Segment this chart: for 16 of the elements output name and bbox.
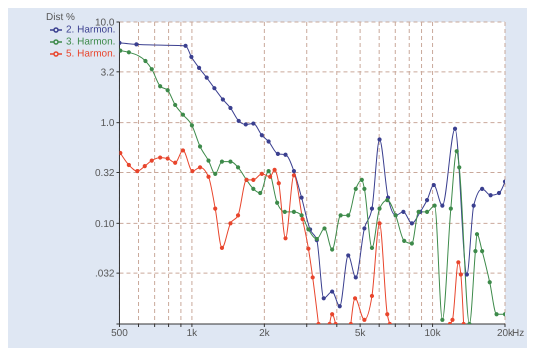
y-tick-label: 0.10 bbox=[95, 218, 115, 230]
y-tick-label: 1.0 bbox=[100, 118, 115, 130]
x-tick-label: 1k bbox=[186, 328, 198, 340]
legend-label: 2. Harmon. bbox=[66, 24, 116, 36]
y-axis-title: Dist % bbox=[46, 12, 75, 23]
legend-label: 3. Harmon. bbox=[66, 36, 116, 48]
x-tick-label: 20k bbox=[496, 328, 514, 340]
y-tick-label: .032 bbox=[95, 268, 115, 280]
x-tick-label: 10k bbox=[424, 328, 442, 340]
y-tick-label: 3.2 bbox=[100, 67, 115, 78]
x-axis-title: Hz bbox=[512, 328, 524, 339]
x-tick-label: 5k bbox=[354, 328, 366, 340]
x-tick-label: 2k bbox=[259, 328, 271, 340]
legend-label: 5. Harmon. bbox=[66, 48, 116, 60]
y-tick-label: 0.32 bbox=[95, 168, 115, 180]
x-tick-label: 500 bbox=[111, 328, 128, 340]
